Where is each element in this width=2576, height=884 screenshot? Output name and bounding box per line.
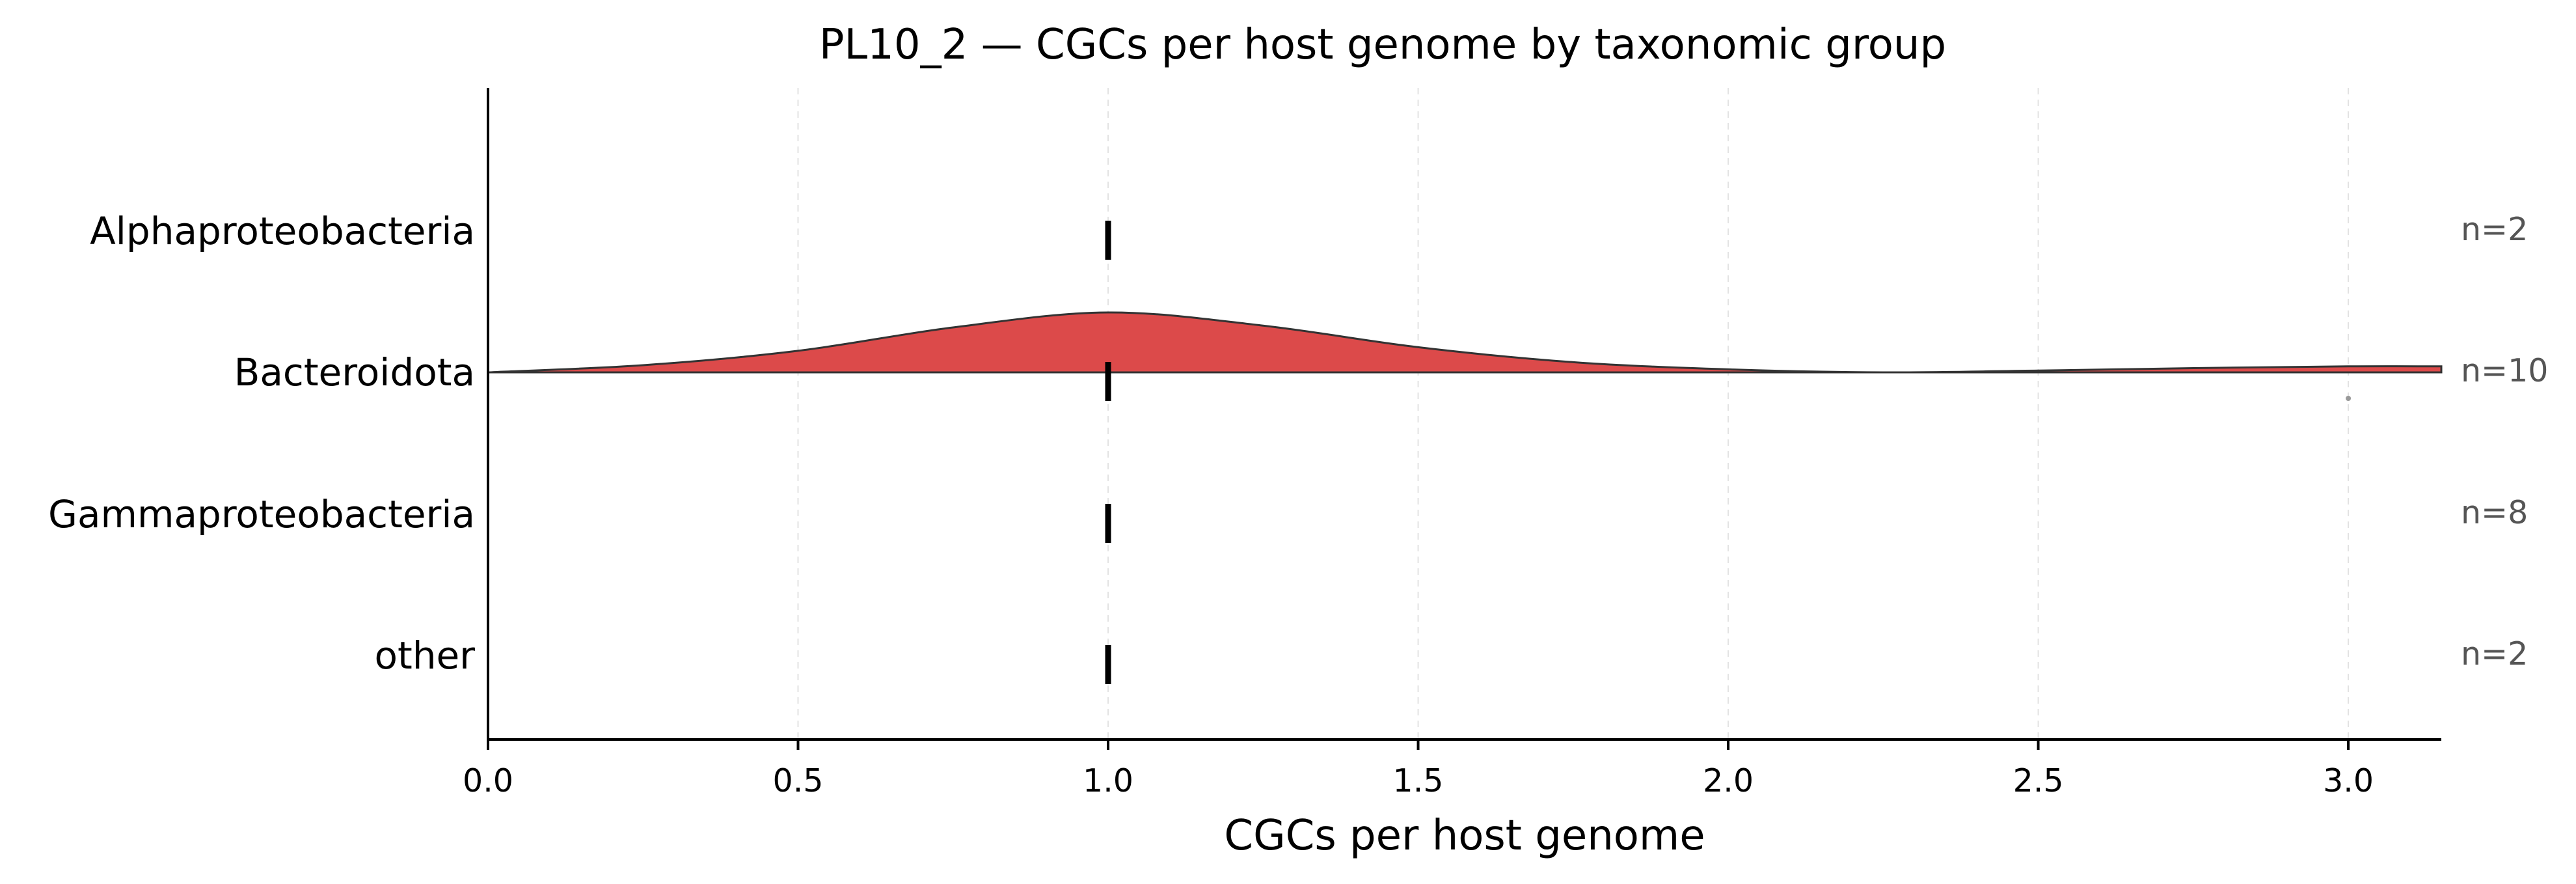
count-label: n=8 (2461, 494, 2528, 531)
count-label: n=2 (2461, 211, 2528, 248)
x-tick-label: 2.0 (1703, 762, 1754, 799)
x-tick-label: 0.5 (773, 762, 824, 799)
label-layer: 0.0 0.5 1.0 1.5 2.0 2.5 3.0 Alphaproteobacteria… (48, 209, 2548, 799)
category-label-alphaproteobacteria: Alphaproteobacteria (90, 209, 475, 253)
x-tick-label: 3.0 (2323, 762, 2374, 799)
x-tick-label: 0.0 (463, 762, 513, 799)
x-tick-label: 1.0 (1083, 762, 1133, 799)
category-label-gammaproteobacteria: Gammaproteobacteria (48, 492, 475, 536)
chart-title: PL10_2 — CGCs per host genome by taxonom… (819, 21, 1946, 69)
count-label: n=2 (2461, 635, 2528, 672)
density-layer (487, 311, 2443, 374)
category-label-other: other (374, 633, 475, 678)
median-layer (1105, 221, 2352, 684)
category-label-bacteroidota: Bacteroidota (234, 350, 475, 394)
count-label: n=10 (2461, 352, 2548, 389)
outlier-point (2346, 396, 2352, 401)
density-ridge-bacteroidota (487, 311, 2443, 374)
x-tick-label: 1.5 (1393, 762, 1444, 799)
x-tick-label: 2.5 (2013, 762, 2064, 799)
x-axis-label: CGCs per host genome (1224, 812, 1705, 860)
grid-layer (797, 88, 2350, 739)
axis-layer (487, 88, 2441, 750)
